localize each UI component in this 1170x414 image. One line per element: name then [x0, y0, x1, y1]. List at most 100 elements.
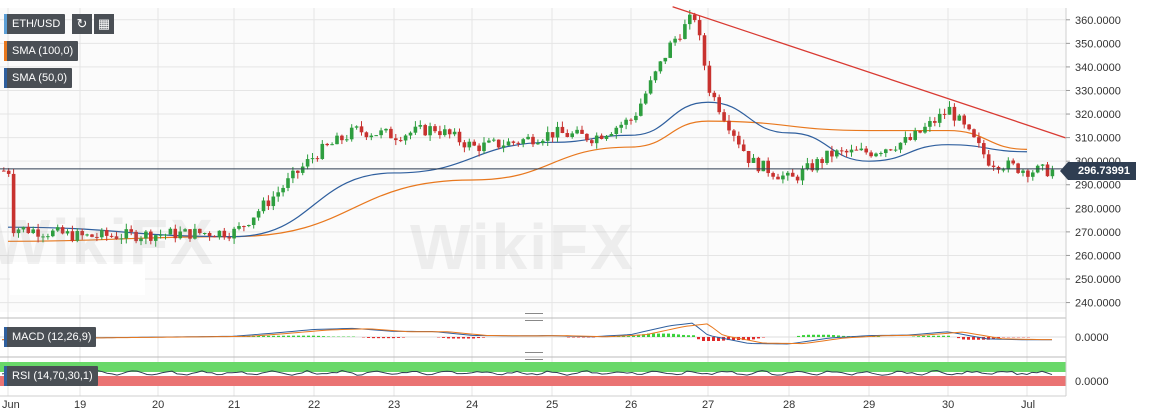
candle-body — [428, 126, 432, 136]
grid — [0, 8, 1066, 396]
macd-legend[interactable]: MACD (12,26,9) — [4, 327, 97, 347]
candle-body — [795, 176, 800, 181]
macd-histogram-bar — [942, 335, 945, 337]
macd-histogram-bar — [812, 334, 815, 337]
candle-body — [820, 159, 824, 163]
candle-body — [884, 149, 888, 154]
macd-histogram-bar — [327, 336, 330, 337]
candle-body — [1031, 172, 1035, 177]
y-tick-label: 240.0000 — [1075, 298, 1121, 310]
candle-body — [438, 131, 442, 136]
candle-body — [874, 153, 878, 157]
trendline — [672, 6, 1067, 139]
candle-body — [95, 236, 99, 238]
symbol-label[interactable]: ETH/USD — [4, 14, 66, 34]
macd-histogram-bar — [807, 334, 810, 337]
candle-body — [394, 138, 398, 141]
sma50-legend[interactable]: SMA (50,0) — [4, 68, 73, 88]
candle-body — [482, 142, 486, 152]
candle-body — [1045, 164, 1050, 177]
macd-histogram-bar — [717, 337, 720, 341]
candle-body — [658, 61, 663, 72]
candle-body — [403, 135, 408, 141]
macd-plot: 0.0000 — [0, 317, 1109, 345]
candle-body — [732, 130, 736, 136]
candle-body — [492, 139, 496, 141]
candle-body — [75, 231, 80, 241]
candle-body — [761, 160, 766, 172]
candle-body — [281, 187, 285, 193]
candle-body — [952, 106, 957, 121]
macd-histogram-bar — [462, 337, 465, 339]
candle-body — [256, 211, 261, 218]
macd-histogram-bar — [442, 337, 445, 338]
candle-body — [790, 172, 795, 177]
macd-histogram-bar — [922, 335, 925, 337]
pane-resizer-2[interactable] — [525, 352, 543, 360]
sma100-legend[interactable]: SMA (100,0) — [4, 41, 79, 61]
candle-body — [178, 231, 182, 239]
macd-histogram-bar — [712, 337, 715, 341]
candle-body — [119, 238, 124, 240]
candle-body — [800, 169, 805, 181]
macd-histogram-bar — [752, 337, 755, 340]
candle-body — [85, 234, 89, 236]
x-tick-label: 28 — [783, 399, 795, 411]
candle-body — [188, 229, 192, 239]
x-tick-label: 20 — [152, 399, 164, 411]
candle-body — [286, 178, 290, 188]
calendar-button[interactable]: ▦ — [94, 14, 114, 34]
candle-body — [1001, 169, 1006, 171]
candle-body — [1006, 160, 1011, 170]
candle-body — [565, 133, 570, 137]
watermark: WikiFX — [0, 206, 215, 278]
candle-body — [898, 142, 903, 150]
x-tick-label: 29 — [863, 399, 875, 411]
candle-body — [947, 106, 952, 115]
macd-histogram-bar — [667, 333, 670, 337]
candle-body — [163, 234, 168, 236]
candle-body — [291, 170, 295, 179]
candle-body — [707, 65, 712, 93]
candle-body — [261, 200, 266, 212]
macd-histogram-bar — [827, 334, 830, 337]
candle-body — [781, 175, 785, 180]
macd-histogram-bar — [452, 337, 455, 339]
candle-body — [46, 236, 50, 238]
macd-histogram-bar — [957, 337, 960, 339]
candle-body — [501, 145, 506, 148]
candle-body — [991, 165, 996, 167]
candle-body — [129, 229, 133, 232]
macd-histogram-bar — [642, 334, 645, 337]
y-tick-label: 350.0000 — [1075, 38, 1121, 50]
candle-body — [594, 135, 599, 144]
candle-body — [1050, 169, 1055, 177]
candle-body — [65, 231, 70, 234]
pane-resizer[interactable] — [525, 313, 543, 321]
macd-histogram-bar — [322, 336, 325, 337]
candle-body — [643, 93, 648, 104]
candle-body — [109, 235, 114, 237]
candle-body — [727, 120, 731, 131]
macd-histogram-bar — [647, 333, 650, 337]
refresh-button[interactable]: ↻ — [72, 14, 92, 34]
candle-body — [614, 127, 619, 134]
macd-histogram-bar — [837, 335, 840, 337]
macd-histogram-bar — [477, 337, 480, 339]
macd-histogram-bar — [257, 335, 260, 337]
x-tick-label: 26 — [625, 399, 637, 411]
candle-body — [320, 143, 325, 159]
candle-body — [908, 137, 913, 140]
macd-histogram-bar — [802, 335, 805, 337]
macd-histogram-bar — [927, 335, 930, 337]
rsi-legend[interactable]: RSI (14,70,30,1) — [4, 366, 98, 386]
macd-histogram-bar — [272, 335, 275, 337]
y-tick-label: 360.0000 — [1075, 15, 1121, 27]
calendar-icon: ▦ — [97, 16, 111, 31]
macd-histogram-bar — [307, 335, 310, 337]
macd-histogram-bar — [457, 337, 460, 339]
candle-body — [296, 170, 300, 173]
macd-histogram-bar — [297, 335, 300, 337]
candle-body — [624, 119, 628, 125]
candle-body — [330, 144, 334, 146]
